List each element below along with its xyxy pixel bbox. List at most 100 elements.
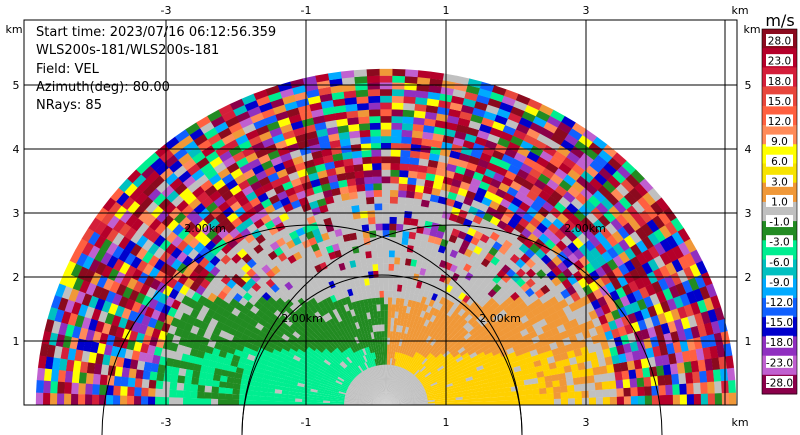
gate-cell [595, 349, 605, 360]
gate-cell [629, 230, 642, 244]
gate-cell [388, 351, 392, 359]
gate-cell [196, 398, 205, 405]
gate-cell [359, 348, 365, 357]
gate-cell [534, 195, 547, 207]
gate-cell [209, 255, 221, 267]
gate-cell [391, 396, 398, 402]
gate-cell [370, 345, 375, 353]
gate-cell [353, 359, 360, 367]
gate-cell [417, 386, 425, 391]
gate-cell [396, 391, 403, 397]
gate-cell [344, 357, 351, 365]
gate-cell [322, 398, 331, 402]
gate-cell [357, 272, 364, 280]
gate-cell [230, 321, 240, 331]
gate-cell [365, 398, 373, 402]
gate-cell [172, 281, 184, 293]
gate-cell [515, 375, 524, 382]
gate-cell [482, 362, 491, 369]
gate-cell [455, 399, 464, 403]
gate-cell [592, 136, 608, 150]
gate-cell [397, 345, 402, 353]
gate-cell [350, 345, 356, 354]
gate-cell [343, 205, 353, 215]
gate-cell [397, 393, 404, 398]
gate-cell [365, 399, 373, 402]
gate-cell [581, 329, 592, 340]
gate-cell [371, 402, 380, 405]
gate-cell [552, 380, 561, 388]
gate-cell [380, 304, 385, 312]
gate-cell [224, 318, 234, 328]
gate-cell [344, 296, 352, 305]
gate-cell [438, 154, 450, 164]
gate-cell [398, 395, 406, 400]
gate-cell [491, 85, 507, 96]
gate-cell [329, 181, 340, 190]
gate-cell [588, 235, 601, 248]
gate-cell [626, 205, 640, 219]
gate-cell [482, 386, 491, 392]
gate-cell [390, 149, 401, 157]
gate-cell [428, 365, 436, 372]
gate-cell [374, 284, 380, 292]
gate-cell [605, 192, 619, 206]
gate-cell [420, 348, 427, 356]
gate-cell [365, 196, 375, 205]
gate-cell [522, 319, 533, 329]
gate-cell [379, 89, 393, 96]
gate-cell [314, 163, 327, 173]
gate-cell [434, 400, 443, 404]
gate-cell [373, 345, 377, 353]
gate-cell [368, 102, 381, 110]
gate-cell [246, 310, 256, 319]
gate-cell [524, 384, 533, 391]
gate-cell [384, 330, 388, 338]
gate-cell [323, 371, 332, 378]
gate-cell [621, 370, 630, 380]
gate-cell [369, 360, 374, 368]
gate-cell [391, 102, 404, 110]
gate-cell [355, 358, 361, 366]
gate-cell [317, 308, 326, 317]
gate-cell [141, 238, 154, 252]
gate-cell [379, 357, 383, 366]
gate-cell [369, 115, 381, 124]
gate-cell [94, 221, 108, 236]
gate-cell [317, 86, 332, 96]
gate-cell [238, 212, 250, 223]
gate-cell [367, 216, 376, 225]
gate-cell [151, 289, 163, 302]
gate-cell [279, 276, 289, 286]
gate-cell [567, 398, 576, 405]
gate-cell [210, 398, 219, 405]
gate-cell [327, 365, 336, 372]
gate-cell [587, 382, 596, 391]
gate-cell [410, 376, 418, 383]
gate-cell [653, 255, 666, 269]
gate-cell [335, 347, 342, 355]
gate-cell [258, 131, 273, 142]
gate-cell [322, 290, 330, 299]
gate-cell [347, 374, 354, 381]
gate-cell [372, 401, 380, 404]
gate-cell [437, 99, 452, 109]
gate-cell [559, 379, 568, 387]
gate-cell [147, 230, 161, 244]
gate-cell [524, 356, 534, 364]
gate-cell [519, 253, 531, 264]
gate-cell [392, 402, 401, 405]
gate-cell [593, 374, 602, 383]
gate-cell [368, 393, 375, 398]
gate-cell [344, 164, 355, 174]
gate-cell [584, 336, 594, 347]
gate-cell [460, 104, 475, 115]
gate-cell [87, 318, 99, 332]
gate-cell [634, 182, 648, 197]
gate-cell [332, 308, 340, 317]
gate-cell [313, 295, 322, 304]
gate-cell [399, 401, 407, 404]
gate-cell [416, 384, 424, 390]
gate-cell [371, 250, 378, 258]
